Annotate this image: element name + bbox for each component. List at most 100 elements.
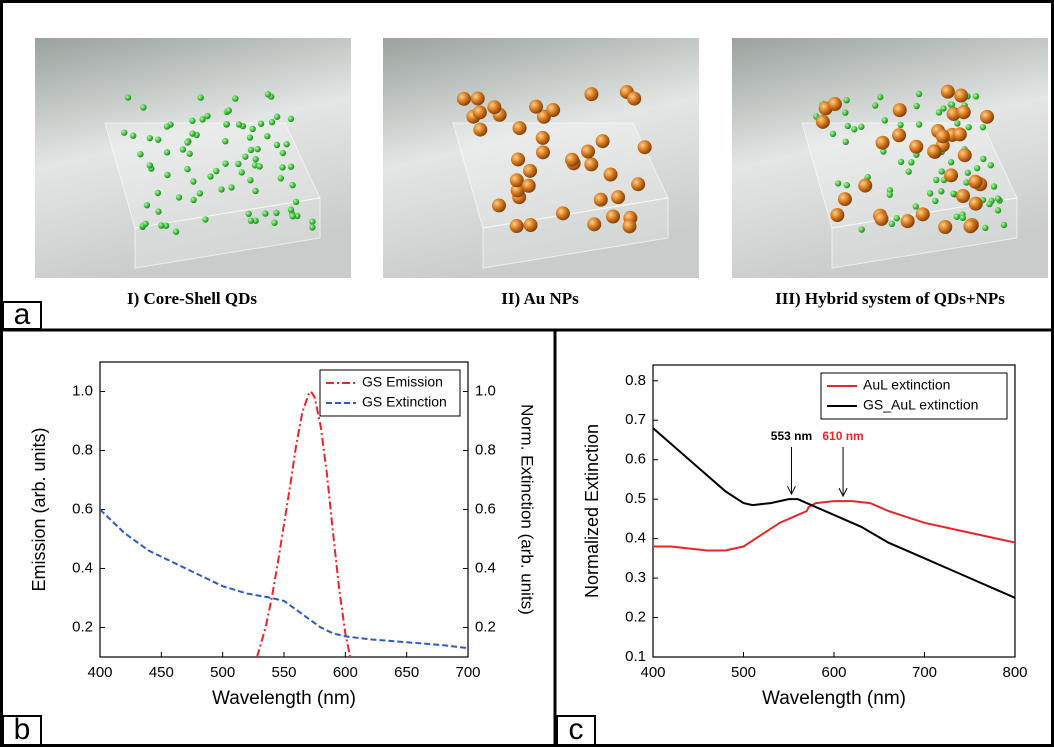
particle [909,139,924,154]
y-tick-label: 0.1 [625,648,646,665]
particle [257,120,265,127]
particle [913,102,920,110]
particle [242,153,249,160]
particle [927,144,942,159]
particle [287,206,295,213]
particle [874,211,889,226]
particle [289,213,296,220]
particle [938,219,953,234]
x-tick-label: 550 [271,664,296,681]
particle [953,213,960,220]
particle [186,150,193,157]
particle [1000,221,1008,229]
particle [893,214,900,222]
particle [277,175,284,182]
particle [184,165,191,173]
particle [627,91,642,106]
particle [897,158,905,166]
annotation: 553 nm [771,429,812,443]
x-tick-label: 400 [640,664,665,681]
particle [197,94,204,101]
x-tick-label: 650 [394,664,419,681]
particle [202,216,209,223]
particle [225,107,232,114]
particle [238,169,245,176]
particle [294,212,301,220]
particle [897,121,904,129]
particle [858,226,865,233]
particle [292,198,300,206]
particle [121,129,128,136]
particle [163,123,171,130]
particle [124,94,132,101]
particle [254,145,261,153]
particle [881,117,888,124]
particle [606,209,621,224]
arrow-head [787,485,796,496]
particle [584,87,599,102]
y-axis-label: Normalized Extinction [582,424,602,598]
legend-box [820,372,1008,420]
particle [963,179,970,186]
particle [631,177,646,192]
particle [892,103,907,118]
particle [246,134,254,141]
particle [262,210,269,217]
particle [932,197,939,205]
particle [287,163,295,170]
particle [858,123,865,130]
particle [637,140,652,155]
particle [926,190,934,197]
x-axis-label: Wavelength (nm) [762,688,906,709]
particle [213,167,220,175]
particle [581,144,596,159]
particle [935,129,950,144]
y-tick-label: 0.5 [625,490,646,507]
particle [154,136,162,143]
particle [954,120,961,127]
particle [908,159,915,166]
particle [880,148,887,155]
particle [256,163,263,170]
particle [164,171,171,179]
particle [189,117,196,124]
x-tick-label: 600 [821,664,846,681]
particle [959,214,967,222]
slab-side [134,197,321,269]
particle [957,148,972,163]
particle [948,101,956,108]
particle [875,135,890,150]
particle [973,164,981,172]
y-tick-label: 0.3 [625,569,646,586]
particle [268,118,276,126]
particle [915,90,923,98]
particle [158,222,165,229]
x-tick-label: 700 [912,664,937,681]
x-tick-label: 500 [210,664,235,681]
particle [279,149,287,157]
particle [990,183,998,190]
particle [271,219,278,226]
particle [843,181,850,189]
particle [521,178,536,193]
particle [456,91,471,106]
x-tick-label: 800 [1002,664,1027,681]
images [35,38,1048,278]
particle [963,219,978,234]
particle [179,146,187,153]
y-tick-label: 0.4 [625,530,646,547]
particle [252,217,259,224]
particle [603,167,618,182]
particle [815,114,830,129]
render-background [732,38,1048,278]
particle [235,160,242,168]
particle [509,173,524,188]
particle [935,109,943,116]
particle [888,220,896,228]
y-tick-label: 0.8 [72,441,93,458]
particle [509,219,524,234]
y-tick-label: 0.7 [625,411,646,428]
panel-label: a [14,298,31,331]
